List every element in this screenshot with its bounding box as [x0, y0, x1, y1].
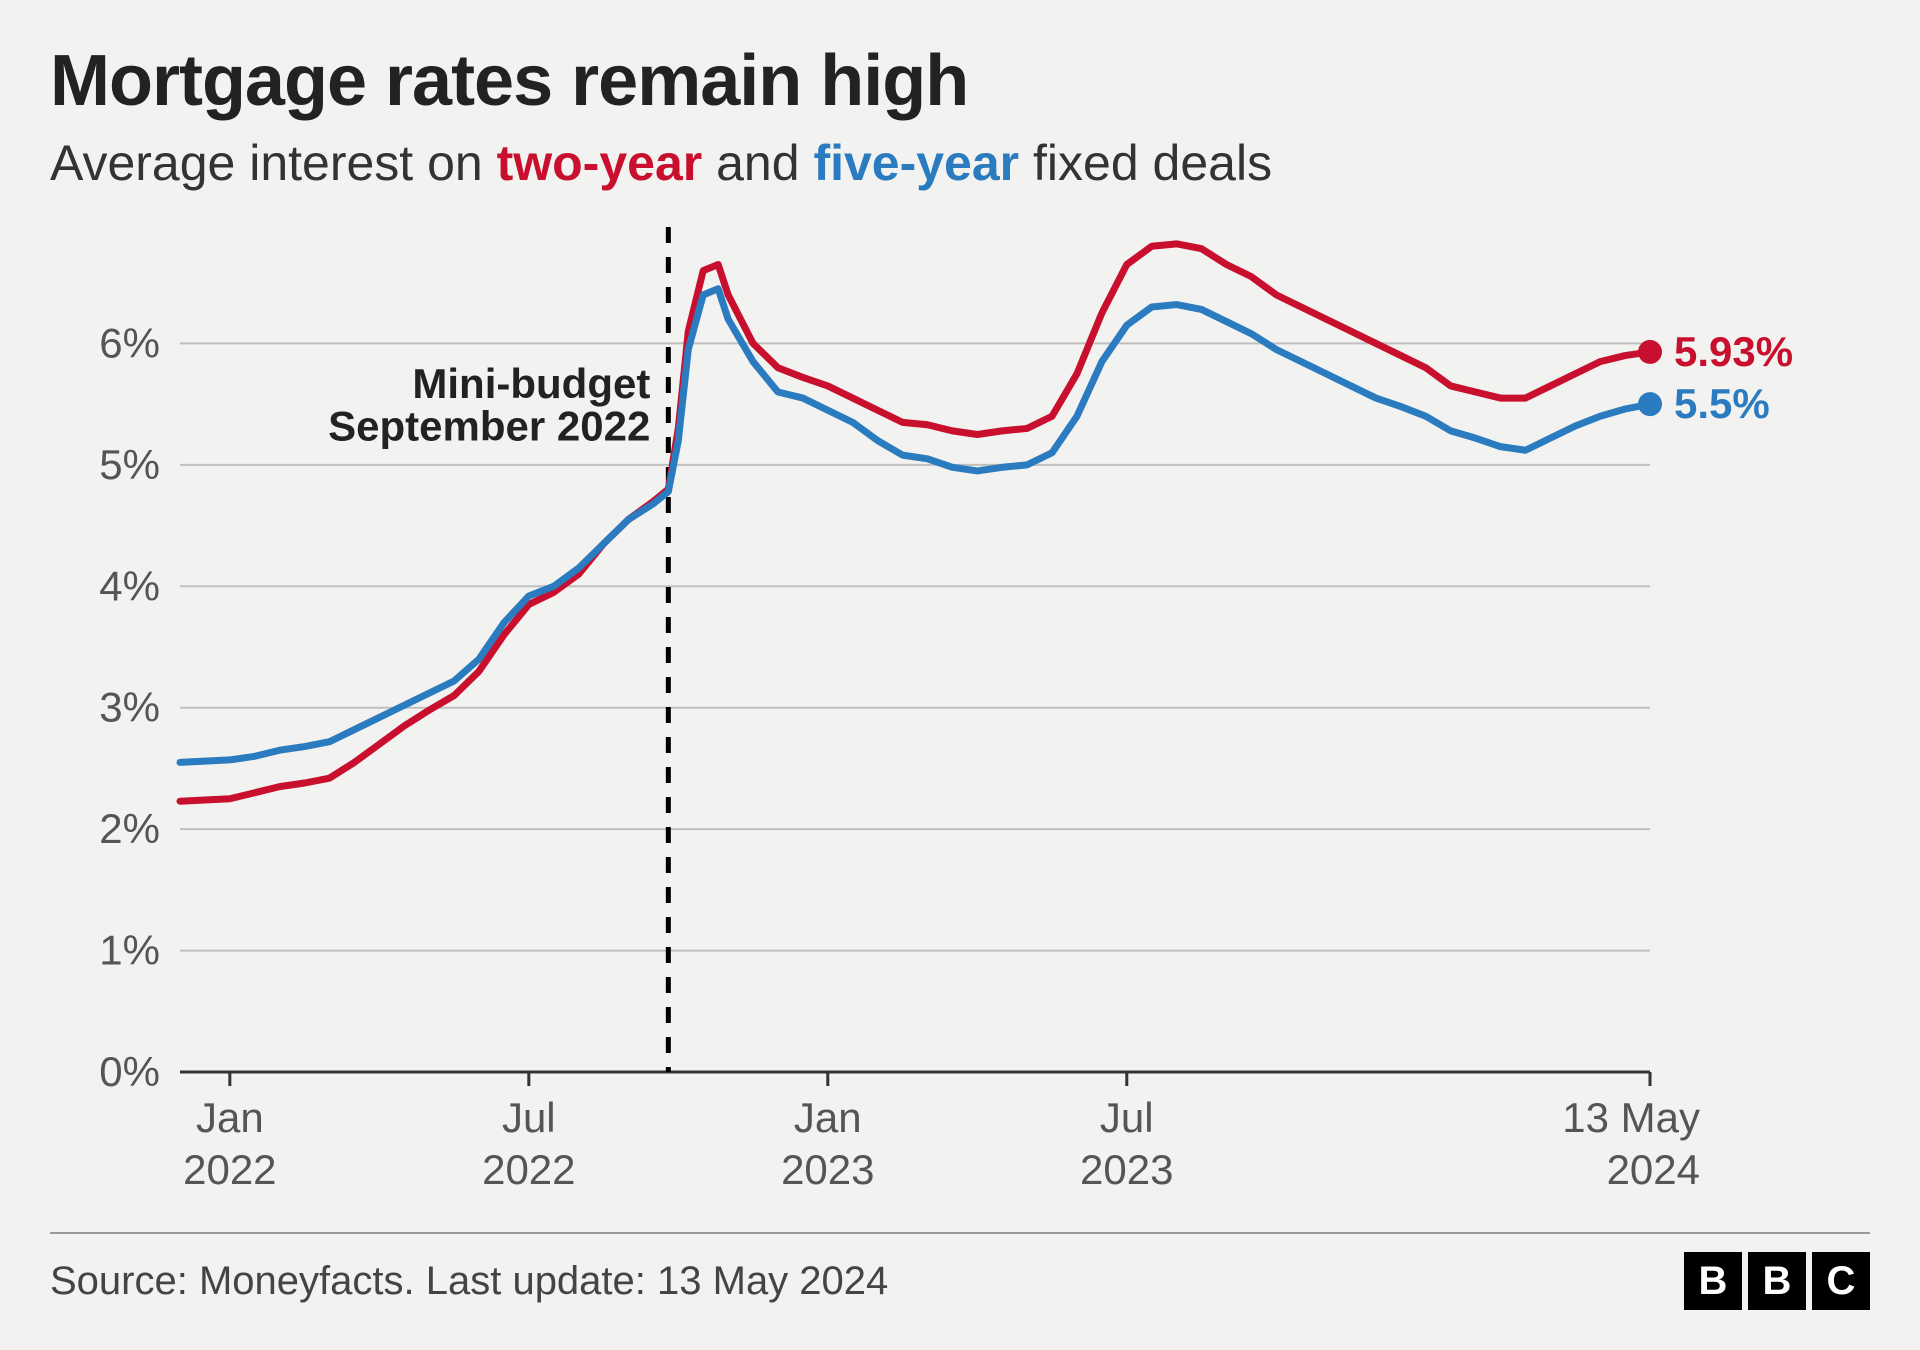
chart-area: 0% 1% 2% 3% 4% 5% 6% Jan 2022 Jul 2022 Jan 2023 Jul 20… — [50, 202, 1870, 1222]
subtitle-emph-two-year: two-year — [497, 135, 703, 191]
subtitle-mid: and — [702, 135, 813, 191]
svg-text:5.5%: 5.5% — [1674, 380, 1770, 427]
svg-text:Jul: Jul — [502, 1094, 556, 1141]
svg-text:Jan: Jan — [196, 1094, 264, 1141]
line-chart-svg: 0% 1% 2% 3% 4% 5% 6% Jan 2022 Jul 2022 Jan 2023 Jul 20… — [50, 202, 1870, 1222]
chart-subtitle: Average interest on two-year and five-ye… — [50, 134, 1870, 192]
svg-text:2%: 2% — [99, 805, 160, 852]
bbc-logo-block: B — [1684, 1252, 1742, 1310]
svg-text:0%: 0% — [99, 1048, 160, 1095]
svg-text:1%: 1% — [99, 927, 160, 974]
svg-text:Mini-budget: Mini-budget — [412, 360, 650, 407]
subtitle-suffix: fixed deals — [1019, 135, 1272, 191]
svg-text:Jan: Jan — [794, 1094, 862, 1141]
source-text: Source: Moneyfacts. Last update: 13 May … — [50, 1259, 888, 1304]
svg-text:13 May: 13 May — [1562, 1094, 1700, 1141]
svg-text:September 2022: September 2022 — [328, 403, 650, 450]
bbc-logo: B B C — [1684, 1252, 1870, 1310]
svg-text:5%: 5% — [99, 441, 160, 488]
bbc-logo-block: C — [1812, 1252, 1870, 1310]
svg-text:Jul: Jul — [1100, 1094, 1154, 1141]
svg-text:2024: 2024 — [1607, 1146, 1700, 1193]
chart-title: Mortgage rates remain high — [50, 40, 1870, 122]
chart-footer: Source: Moneyfacts. Last update: 13 May … — [50, 1232, 1870, 1310]
svg-text:2023: 2023 — [781, 1146, 874, 1193]
svg-text:6%: 6% — [99, 319, 160, 366]
bbc-logo-block: B — [1748, 1252, 1806, 1310]
svg-text:3%: 3% — [99, 684, 160, 731]
svg-text:2022: 2022 — [183, 1146, 276, 1193]
svg-text:2022: 2022 — [482, 1146, 575, 1193]
subtitle-prefix: Average interest on — [50, 135, 497, 191]
svg-text:2023: 2023 — [1080, 1146, 1173, 1193]
subtitle-emph-five-year: five-year — [813, 135, 1019, 191]
svg-text:5.93%: 5.93% — [1674, 328, 1793, 375]
svg-text:4%: 4% — [99, 562, 160, 609]
